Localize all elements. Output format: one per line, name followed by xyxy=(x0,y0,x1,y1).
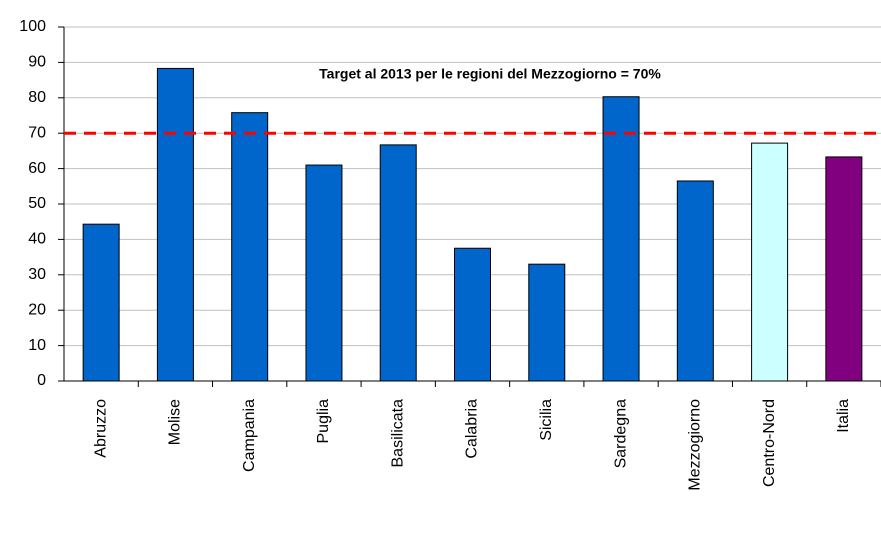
x-tick-label: Sardegna xyxy=(612,399,629,468)
x-tick-label: Abruzzo xyxy=(92,399,109,458)
x-tick-label: Mezzogiorno xyxy=(687,399,704,491)
bar xyxy=(156,67,194,382)
bar xyxy=(602,96,640,382)
bar xyxy=(231,112,269,382)
x-tick-label: Basilicata xyxy=(389,399,406,468)
bar xyxy=(825,156,863,382)
bar xyxy=(676,180,714,382)
y-tick-label: 50 xyxy=(28,195,46,212)
bar xyxy=(82,223,120,382)
y-tick-label: 0 xyxy=(37,372,46,389)
x-tick-label: Sicilia xyxy=(538,399,555,441)
y-tick-label: 60 xyxy=(28,160,46,177)
bar xyxy=(305,164,343,382)
x-tick-label: Puglia xyxy=(315,399,332,444)
y-tick-label: 100 xyxy=(19,18,46,35)
x-tick-label: Centro-Nord xyxy=(761,399,778,487)
bar xyxy=(454,247,491,382)
bar xyxy=(751,142,789,382)
y-tick-label: 80 xyxy=(28,89,46,106)
y-tick-label: 30 xyxy=(28,266,46,283)
bar xyxy=(379,144,417,382)
x-tick-label: Campania xyxy=(241,399,258,472)
annotation: Target al 2013 per le regioni del Mezzog… xyxy=(319,66,661,82)
y-tick-label: 20 xyxy=(28,301,46,318)
y-tick-label: 70 xyxy=(28,124,46,141)
y-tick-label: 40 xyxy=(28,231,46,248)
y-tick-label: 90 xyxy=(28,54,46,71)
y-tick-label: 10 xyxy=(28,337,46,354)
x-tick-label: Calabria xyxy=(464,399,481,459)
bar xyxy=(528,263,566,382)
x-tick-label: Italia xyxy=(835,399,852,433)
x-tick-label: Molise xyxy=(167,399,184,445)
